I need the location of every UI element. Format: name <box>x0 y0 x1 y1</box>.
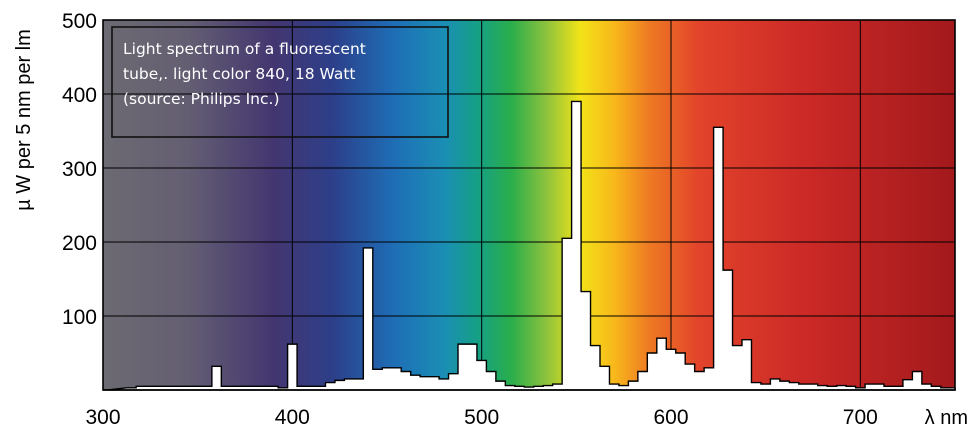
plot-frame <box>102 19 956 391</box>
x-tick-400: 400 <box>275 406 310 429</box>
x-tick-600: 600 <box>653 406 688 429</box>
y-tick-500: 500 <box>62 10 97 33</box>
y-axis-label: µ W per 5 nm per lm <box>13 29 35 211</box>
annotation-line-3: (source: Philips Inc.) <box>123 90 280 108</box>
annotation-frame <box>111 26 449 138</box>
x-tick-700: 700 <box>843 406 878 429</box>
annotation-line-1: Light spectrum of a fluorescent <box>123 40 366 58</box>
x-tick-500: 500 <box>464 406 499 429</box>
spectrum-curve <box>103 100 956 391</box>
y-tick-100: 100 <box>62 306 97 329</box>
y-tick-300: 300 <box>62 158 97 181</box>
x-tick-labels: 300 400 500 600 700 <box>85 406 877 429</box>
x-tick-300: 300 <box>85 406 120 429</box>
x-axis-label: λ nm <box>925 407 968 429</box>
annotation-line-2: tube,. light color 840, 18 Watt <box>123 65 356 83</box>
y-tick-labels: 100 200 300 400 500 <box>62 10 97 329</box>
plot-background <box>103 20 955 390</box>
annotation-box: Light spectrum of a fluorescent tube,. l… <box>111 26 449 138</box>
y-tick-400: 400 <box>62 84 97 107</box>
y-tick-200: 200 <box>62 232 97 255</box>
